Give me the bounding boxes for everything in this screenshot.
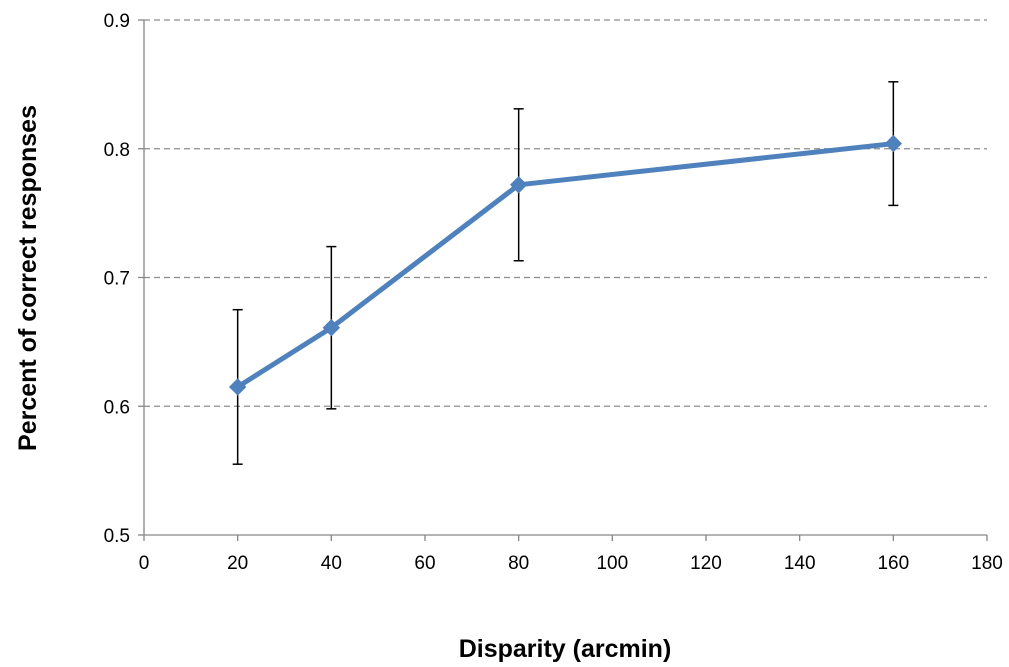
x-tick-label: 160 bbox=[877, 553, 909, 574]
x-tick-label: 80 bbox=[508, 553, 529, 574]
gridlines bbox=[144, 19, 987, 407]
y-axis-title: Percent of correct responses bbox=[14, 105, 42, 451]
x-tick-label: 0 bbox=[139, 553, 150, 574]
x-tick-label: 120 bbox=[690, 553, 722, 574]
y-tick-label: 0.9 bbox=[104, 11, 130, 32]
x-tick-label: 180 bbox=[971, 553, 1003, 574]
x-tick-label: 60 bbox=[414, 553, 435, 574]
y-tick-label: 0.6 bbox=[104, 397, 130, 418]
data-point bbox=[228, 378, 247, 396]
x-tick-label: 40 bbox=[321, 553, 342, 574]
data-point bbox=[322, 319, 341, 337]
data-point bbox=[509, 176, 528, 194]
tick-labels: 0.5 0.6 0.7 0.8 0.9 0 20 40 60 80 100 120 140 160 180 bbox=[104, 11, 1003, 574]
x-tick-label: 100 bbox=[596, 553, 628, 574]
x-tick-label: 20 bbox=[227, 553, 248, 574]
x-axis-title: Disparity (arcmin) bbox=[459, 635, 672, 663]
data-point bbox=[884, 134, 903, 153]
data-series bbox=[228, 81, 903, 465]
y-tick-label: 0.8 bbox=[104, 140, 130, 161]
y-tick-label: 0.7 bbox=[104, 269, 130, 290]
axes bbox=[138, 19, 988, 541]
x-tick-label: 140 bbox=[784, 553, 816, 574]
y-tick-label: 0.5 bbox=[104, 526, 130, 547]
series-line bbox=[235, 141, 896, 390]
